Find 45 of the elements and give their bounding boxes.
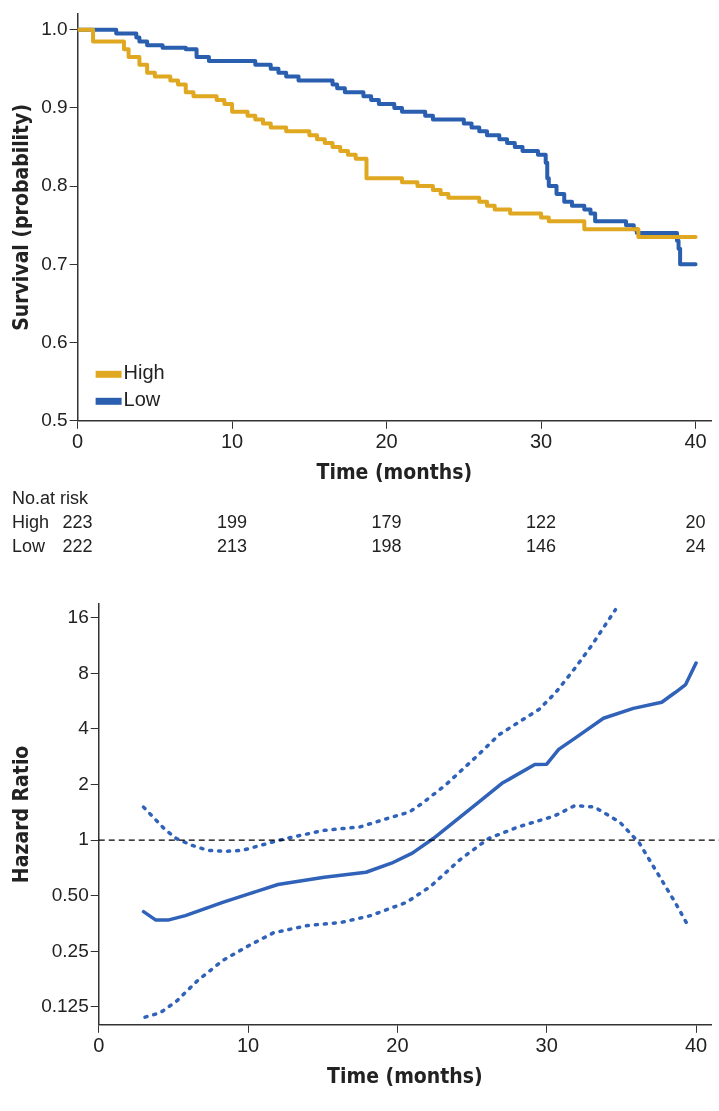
y-tick-label: 0.7 [41, 252, 68, 274]
x-tick-label: 20 [375, 430, 398, 453]
text: Low [12, 535, 47, 556]
legend-label: Low [123, 388, 161, 411]
x-axis-title: Time (months) [327, 1063, 483, 1088]
x-tick-label: 40 [684, 1034, 708, 1057]
text: 223 [62, 511, 93, 532]
x-tick-label: 40 [684, 430, 707, 453]
text: 122 [526, 511, 557, 532]
text: 213 [217, 535, 248, 556]
y-tick-label: 0.8 [41, 174, 68, 196]
x-axis-title: Time (months) [316, 459, 473, 484]
x-tick-label: 30 [535, 1034, 558, 1057]
text: 222 [62, 535, 93, 556]
y-tick-label: 2 [78, 772, 89, 794]
x-tick-label: 0 [93, 1034, 105, 1057]
y-axis-title: Hazard Ratio [9, 745, 34, 884]
text: 24 [685, 535, 706, 556]
line-series [143, 803, 691, 1019]
x-tick-label: 10 [236, 1034, 260, 1057]
y-tick-label: 4 [78, 717, 90, 739]
y-tick-label: 1 [78, 828, 89, 850]
text: 199 [217, 511, 248, 532]
text: 146 [526, 535, 557, 556]
x-tick-label: 0 [72, 430, 84, 453]
legend-label: High [123, 361, 165, 384]
text: No.at risk [12, 487, 90, 508]
y-axis-title: Survival (probability) [9, 103, 34, 331]
y-tick-label: 0.9 [41, 96, 68, 118]
x-tick-label: 10 [220, 430, 244, 453]
text: 198 [371, 535, 402, 556]
y-tick-label: 8 [78, 661, 89, 683]
y-tick-label: 1.0 [41, 17, 68, 39]
x-tick-label: 20 [386, 1034, 409, 1057]
y-tick-label: 16 [67, 606, 89, 628]
text: High [12, 511, 50, 532]
y-tick-label: 0.50 [51, 883, 89, 905]
text: 179 [371, 511, 402, 532]
y-tick-label: 0.125 [41, 995, 89, 1017]
y-tick-label: 0.6 [41, 330, 68, 352]
y-tick-label: 0.25 [51, 939, 89, 961]
x-tick-label: 30 [529, 430, 553, 453]
text: 20 [685, 511, 706, 532]
y-tick-label: 0.5 [41, 409, 68, 431]
line-series [141, 607, 618, 854]
